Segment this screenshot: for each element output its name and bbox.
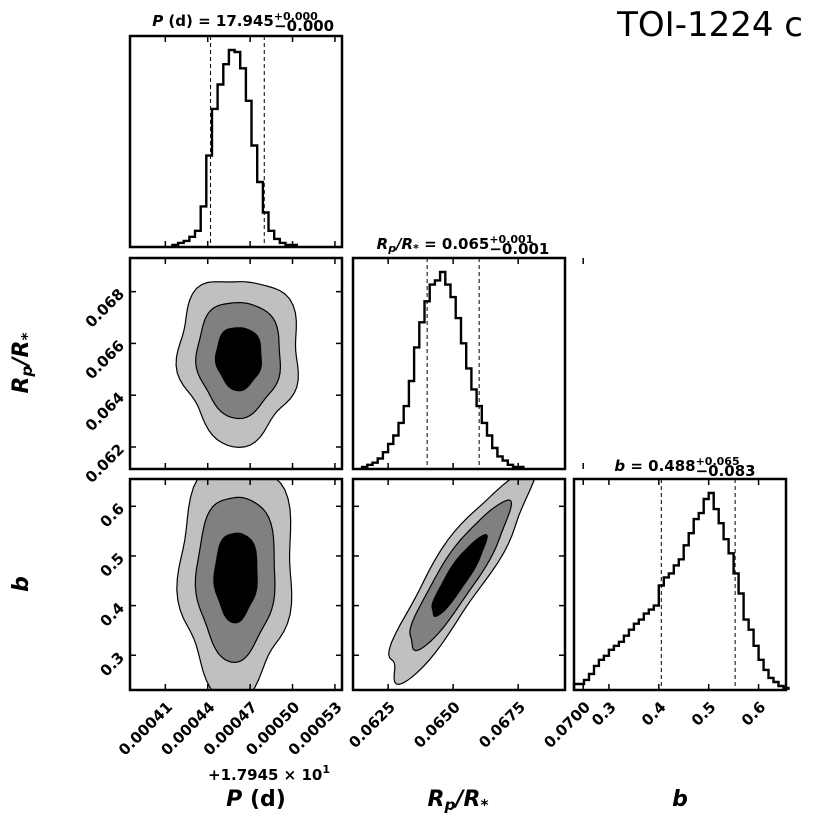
label-symbol: b bbox=[672, 787, 688, 812]
y-tick-label: 0.6 bbox=[96, 500, 128, 532]
histogram-panel-frame bbox=[572, 477, 788, 692]
histogram-P bbox=[171, 48, 298, 247]
title-value: = 0.488 bbox=[625, 457, 695, 475]
histogram-panel-frame bbox=[128, 34, 344, 249]
histogram-panel-frame bbox=[351, 256, 567, 471]
title-P: P (d) = 17.945+0.000 bbox=[152, 10, 318, 30]
title-subscript: p bbox=[387, 242, 396, 255]
title-RpRs: Rp/R* = 0.065+0.001 bbox=[377, 233, 534, 255]
y-tick-label: 0.066 bbox=[82, 337, 128, 383]
contour-panel-frame bbox=[128, 256, 344, 471]
title-b: b = 0.488+0.065 bbox=[614, 455, 739, 475]
title-value: (d) = 17.945 bbox=[163, 12, 274, 30]
x-tick-label: 0.0675 bbox=[475, 698, 529, 752]
label-subscript: * bbox=[480, 796, 488, 814]
contour-panel-frame bbox=[128, 477, 344, 692]
x-tick-label: 0.0625 bbox=[345, 698, 399, 752]
contour-group bbox=[175, 281, 299, 449]
offset-base: +1.7945 × 10 bbox=[208, 766, 322, 784]
label-symbol: b bbox=[9, 576, 34, 592]
y-tick-label: 0.4 bbox=[96, 599, 128, 631]
x-offset-label: +1.7945 × 101 bbox=[208, 763, 330, 784]
contour-level-1-sigma bbox=[213, 532, 258, 624]
title-err-plus: +0.000 bbox=[274, 10, 318, 23]
title-symbol: R bbox=[377, 235, 389, 253]
label-subscript: p bbox=[443, 796, 455, 814]
x-tick-label: 0.0650 bbox=[410, 698, 464, 752]
histogram-b bbox=[572, 491, 790, 690]
label-unit: (d) bbox=[242, 787, 286, 812]
title-err-plus: +0.001 bbox=[489, 233, 533, 246]
label-subscript: p bbox=[18, 366, 36, 378]
histogram-R bbox=[360, 270, 525, 469]
title-err-minus: −0.083 bbox=[696, 462, 756, 480]
x-axis-label-RpRs: Rp/R* bbox=[427, 787, 488, 814]
label-symbol: R bbox=[9, 377, 34, 394]
x-tick-label: 0.5 bbox=[688, 698, 720, 730]
y-axis-label-b: b bbox=[9, 576, 34, 592]
chart-title: TOI-1224 c bbox=[616, 5, 803, 45]
y-axis-label-RpRs: Rp/R* bbox=[9, 332, 36, 393]
title-subscript: * bbox=[413, 242, 419, 255]
y-tick-label: 0.3 bbox=[96, 649, 128, 681]
x-axis-label-b: b bbox=[672, 787, 688, 812]
y-tick-label: 0.064 bbox=[82, 388, 128, 434]
contour-panel-frame bbox=[351, 477, 567, 692]
x-axis-label-P: P (d) bbox=[226, 787, 286, 812]
contour-group bbox=[176, 479, 293, 690]
x-tick-label: 0.4 bbox=[638, 698, 670, 730]
title-denominator: /R bbox=[394, 235, 413, 253]
y-tick-label: 0.5 bbox=[96, 549, 128, 581]
title-err-minus: −0.001 bbox=[489, 240, 549, 258]
x-tick-label: 0.3 bbox=[588, 698, 620, 730]
label-denominator: /R bbox=[452, 787, 480, 812]
offset-exponent: 1 bbox=[322, 763, 330, 776]
title-err-plus: +0.065 bbox=[696, 455, 740, 468]
y-tick-label: 0.062 bbox=[82, 440, 128, 486]
contour-group bbox=[388, 479, 536, 686]
contour-level-1-sigma bbox=[431, 534, 488, 618]
contour-level-1-sigma bbox=[214, 327, 263, 392]
title-symbol: b bbox=[614, 457, 625, 475]
label-symbol: R bbox=[427, 787, 444, 812]
label-denominator: /R bbox=[9, 341, 34, 369]
title-value: = 0.065 bbox=[419, 235, 489, 253]
y-tick-label: 0.068 bbox=[82, 285, 128, 331]
label-subscript: * bbox=[18, 332, 36, 340]
title-symbol: P bbox=[152, 12, 163, 30]
x-tick-label: 0.6 bbox=[738, 698, 770, 730]
x-tick-label: 0.0700 bbox=[540, 698, 594, 752]
label-symbol: P bbox=[226, 787, 242, 812]
title-err-minus: −0.000 bbox=[274, 17, 334, 35]
